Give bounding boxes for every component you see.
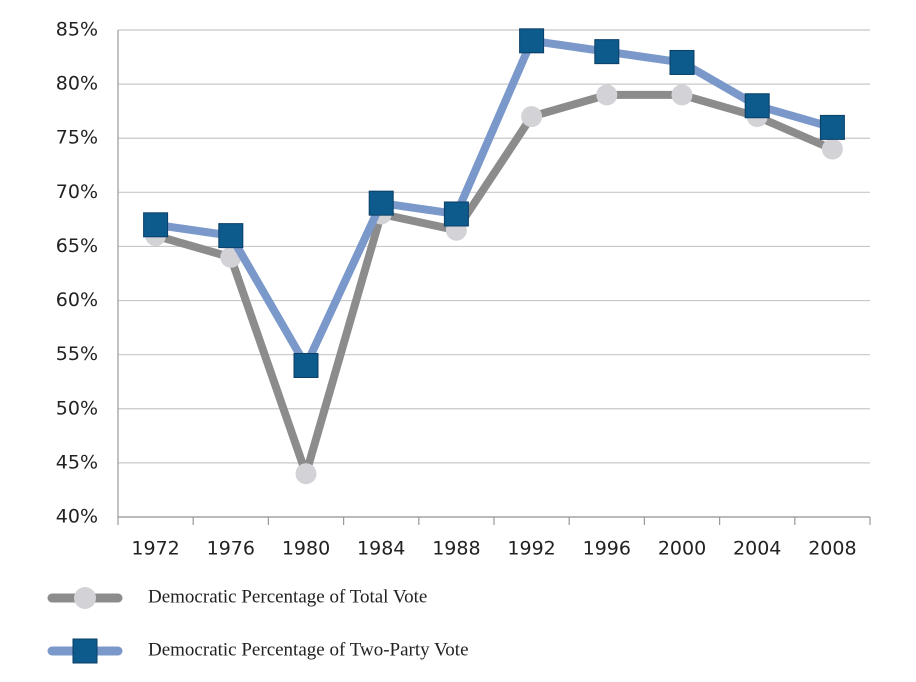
- marker: [669, 49, 695, 75]
- marker: [821, 138, 843, 160]
- y-tick-label: 85%: [56, 19, 98, 41]
- y-tick-label: 70%: [56, 181, 98, 203]
- x-tick-label: 2004: [733, 538, 781, 560]
- marker: [293, 352, 319, 378]
- line: [155, 36, 834, 370]
- x-tick-label: 1976: [207, 538, 255, 560]
- legend-marker: [72, 638, 98, 664]
- marker: [218, 223, 244, 249]
- legend-entry: Democratic Percentage of Total Vote: [47, 586, 427, 609]
- x-tick-label: 1980: [282, 538, 330, 560]
- x-tick-label: 2000: [658, 538, 706, 560]
- marker: [744, 93, 770, 119]
- marker: [443, 201, 469, 227]
- legend-entry: Democratic Percentage of Two-Party Vote: [47, 638, 469, 664]
- marker: [143, 212, 169, 238]
- y-tick-label: 75%: [56, 127, 98, 149]
- x-tick-label: 2008: [808, 538, 856, 560]
- marker: [671, 84, 693, 106]
- legend-label: Democratic Percentage of Two-Party Vote: [148, 639, 469, 660]
- marker: [819, 114, 845, 140]
- x-tick-label: 1972: [131, 538, 179, 560]
- legend-marker: [74, 587, 96, 609]
- marker: [521, 106, 543, 128]
- x-tick-label: 1984: [357, 538, 405, 560]
- y-tick-label: 50%: [56, 397, 98, 419]
- x-tick-label: 1988: [432, 538, 480, 560]
- series: [145, 84, 843, 485]
- marker: [594, 39, 620, 65]
- y-tick-label: 45%: [56, 451, 98, 473]
- marker: [295, 463, 317, 485]
- y-tick-label: 40%: [56, 506, 98, 528]
- legend-label: Democratic Percentage of Total Vote: [148, 586, 427, 607]
- x-tick-label: 1996: [583, 538, 631, 560]
- marker: [596, 84, 618, 106]
- line: [154, 90, 834, 478]
- x-tick-label: 1992: [507, 538, 555, 560]
- y-tick-label: 80%: [56, 73, 98, 95]
- series: [143, 28, 845, 378]
- marker: [368, 190, 394, 216]
- y-tick-label: 60%: [56, 289, 98, 311]
- y-tick-label: 55%: [56, 343, 98, 365]
- marker: [519, 28, 545, 54]
- y-tick-label: 65%: [56, 235, 98, 257]
